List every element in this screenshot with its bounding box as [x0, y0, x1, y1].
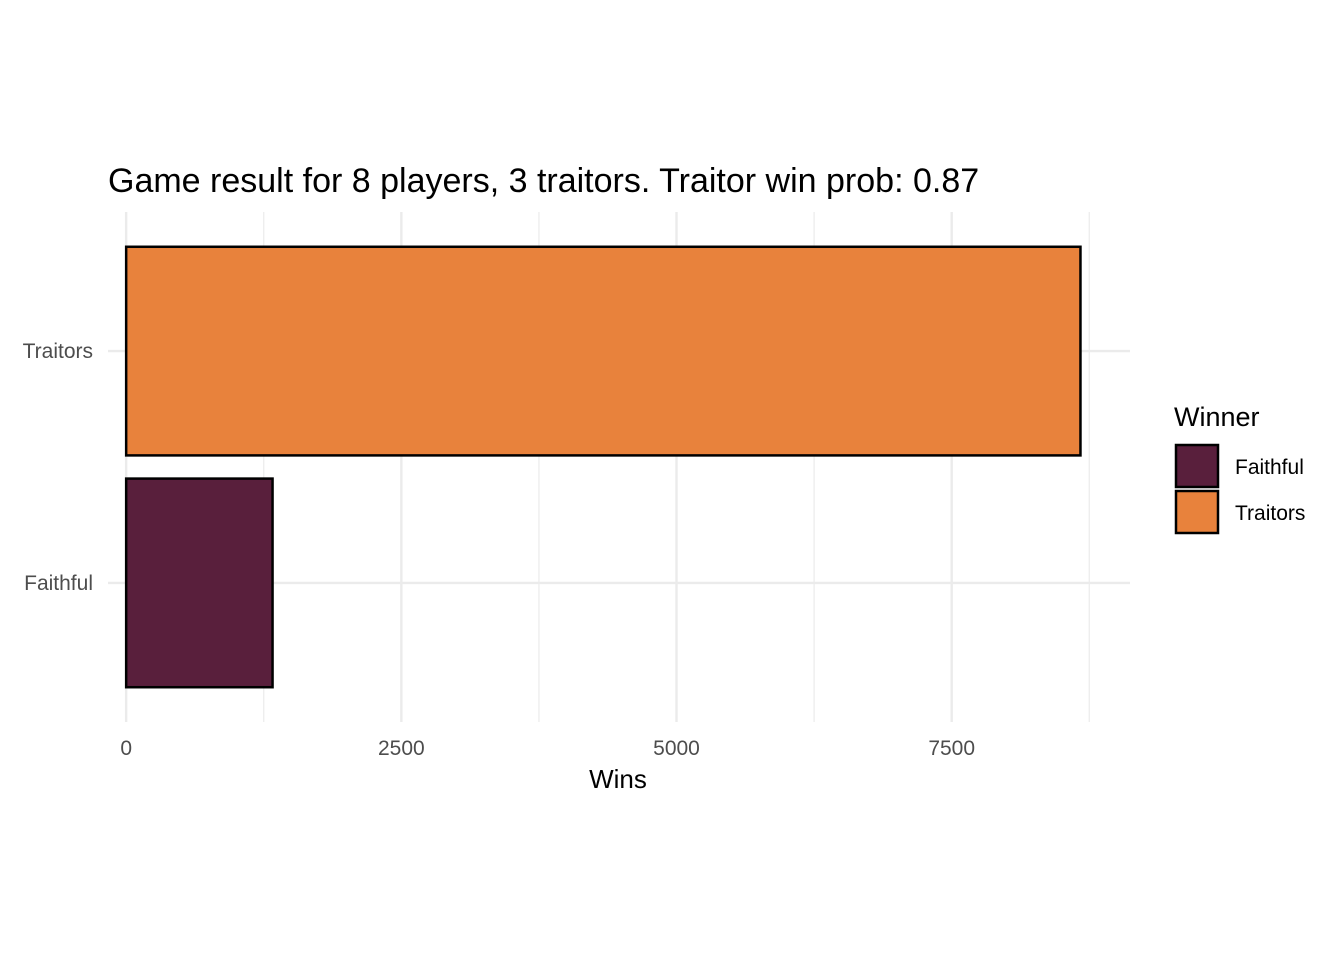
bar-faithful [124, 477, 274, 689]
legend-items: Faithful Traitors [1174, 443, 1305, 535]
legend-key-traitors [1174, 489, 1220, 535]
y-tick-label-faithful: Faithful [24, 572, 93, 595]
legend-label-traitors: Traitors [1235, 502, 1305, 525]
legend-key-faithful [1174, 443, 1220, 489]
x-tick-label-2: 5000 [653, 737, 700, 760]
y-tick-label-traitors: Traitors [23, 340, 93, 363]
legend: Winner Faithful Traitors [1174, 402, 1305, 535]
x-tick-label-3: 7500 [928, 737, 975, 760]
bar-layer [124, 245, 1082, 689]
legend-label-faithful: Faithful [1235, 456, 1304, 479]
bar-traitors [124, 245, 1082, 457]
x-tick-label-1: 2500 [378, 737, 425, 760]
x-tick-label-0: 0 [120, 737, 132, 760]
x-axis-title: Wins [589, 764, 647, 794]
chart-title: Game result for 8 players, 3 traitors. T… [108, 162, 979, 200]
legend-title: Winner [1174, 402, 1260, 432]
axis-layer: Faithful Traitors 0 2500 5000 7500 [23, 340, 975, 760]
